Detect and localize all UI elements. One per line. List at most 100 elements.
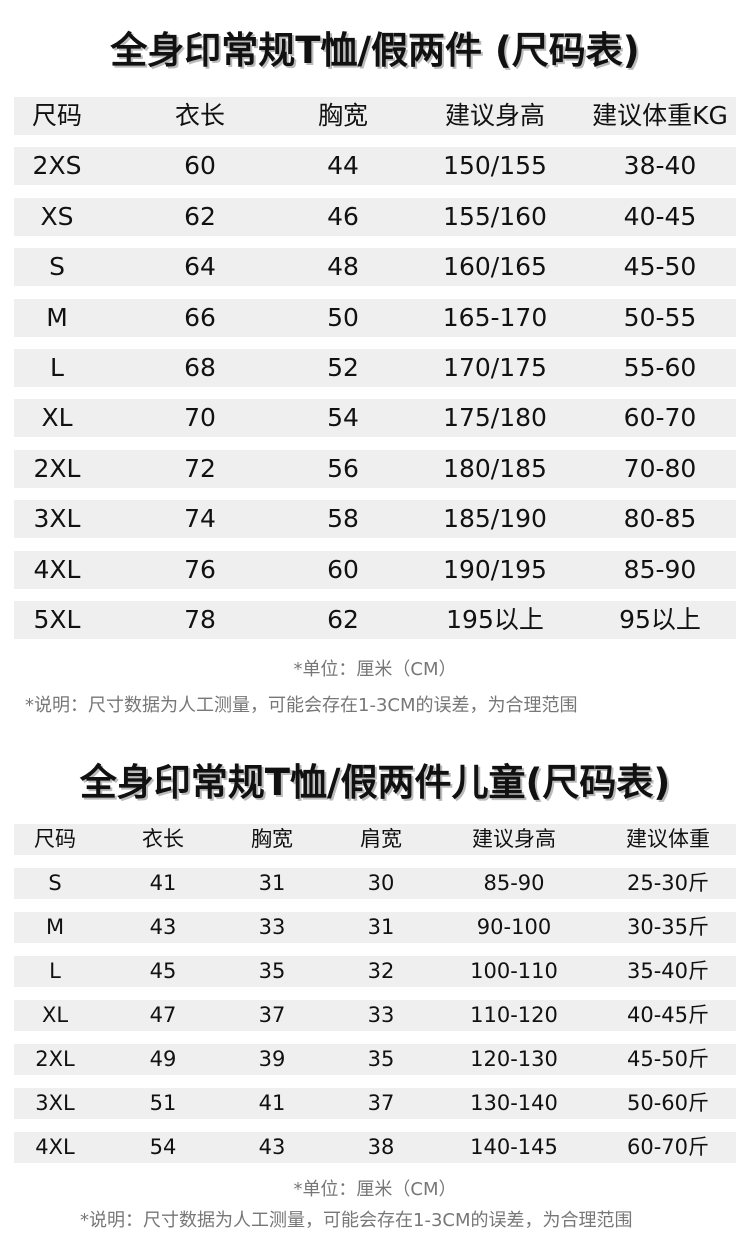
table-header-row: 尺码 衣长 胸宽 肩宽 建议身高 建议体重 [14, 824, 736, 855]
column-header: 建议身高 [472, 827, 556, 851]
table-cell: 190/195 [443, 554, 547, 584]
table-cell: 4XL [35, 1135, 75, 1159]
table-cell: 3XL [35, 1091, 75, 1115]
table-cell: 54 [327, 403, 359, 433]
table-cell: 64 [184, 252, 216, 282]
kids-size-chart-title: 全身印常规T恤/假两件儿童(尺码表) [79, 761, 671, 804]
table-cell: 130-140 [470, 1091, 558, 1115]
table-cell: 2XL [35, 1047, 75, 1071]
table-cell: 51 [149, 1091, 177, 1115]
table-row: L 45 35 32 100-110 35-40斤 [14, 956, 736, 987]
table-row: 4XL 76 60 190/195 85-90 [14, 550, 736, 589]
table-cell: 170/175 [443, 353, 547, 382]
table-cell: 72 [184, 453, 216, 483]
table-cell: 37 [367, 1091, 395, 1115]
table-cell: M [45, 915, 65, 939]
table-row: 2XL 72 56 180/185 70-80 [14, 449, 736, 488]
table-cell: 43 [258, 1135, 286, 1159]
table-cell: 180/185 [443, 453, 547, 483]
table-cell: 45-50 [623, 252, 697, 282]
adult-unit-note: *单位：厘米（CM） [293, 659, 457, 680]
table-row: L 68 52 170/175 55-60 [14, 349, 736, 387]
table-cell: 68 [184, 353, 216, 382]
table-cell: 62 [327, 605, 359, 634]
column-header: 衣长 [174, 101, 226, 130]
table-cell: 80-85 [623, 504, 697, 534]
table-row: 2XL 49 39 35 120-130 45-50斤 [14, 1044, 736, 1075]
table-cell: 54 [149, 1135, 177, 1159]
table-cell: 58 [327, 504, 359, 534]
table-cell: 38-40 [623, 151, 697, 181]
table-cell: 38 [367, 1135, 395, 1159]
table-cell: XL [41, 1003, 69, 1027]
table-cell: 60 [184, 151, 216, 181]
table-cell: 4XL [33, 554, 81, 584]
table-cell: 56 [327, 453, 359, 483]
table-row: XL 70 54 175/180 60-70 [14, 399, 736, 438]
column-header: 衣长 [142, 827, 184, 851]
table-cell: M [46, 302, 68, 332]
table-cell: 31 [258, 871, 286, 895]
table-cell: 110-120 [470, 1003, 558, 1027]
table-cell: 49 [149, 1047, 177, 1071]
kids-measurement-note: *说明：尺寸数据为人工测量，可能会存在1-3CM的误差，为合理范围 [80, 1210, 633, 1231]
table-row: S 64 48 160/165 45-50 [14, 248, 736, 287]
table-row: XL 47 37 33 110-120 40-45斤 [14, 1000, 736, 1031]
table-cell: L [50, 353, 64, 382]
table-cell: 90-100 [476, 915, 552, 939]
table-cell: 140-145 [470, 1135, 558, 1159]
table-cell: 62 [184, 201, 216, 231]
table-cell: 43 [149, 915, 177, 939]
table-cell: 120-130 [470, 1047, 558, 1071]
table-cell: 46 [327, 201, 359, 231]
table-cell: 40-45斤 [626, 1003, 710, 1027]
table-cell: 2XS [32, 151, 82, 181]
table-cell: 100-110 [470, 959, 558, 983]
table-cell: 41 [149, 871, 177, 895]
table-cell: 33 [258, 915, 286, 939]
table-cell: 45-50斤 [626, 1047, 710, 1071]
table-cell: 95以上 [619, 605, 701, 634]
column-header: 尺码 [34, 827, 76, 851]
table-row: S 41 31 30 85-90 25-30斤 [14, 868, 736, 899]
table-cell: 25-30斤 [626, 871, 710, 895]
table-cell: 48 [327, 252, 359, 282]
table-cell: 55-60 [623, 353, 697, 382]
table-cell: 47 [149, 1003, 177, 1027]
table-cell: 32 [367, 959, 395, 983]
table-row: 3XL 51 41 37 130-140 50-60斤 [14, 1088, 736, 1119]
table-cell: 35-40斤 [626, 959, 710, 983]
table-row: 4XL 54 43 38 140-145 60-70斤 [14, 1132, 736, 1163]
table-cell: 150/155 [443, 151, 547, 181]
table-cell: 44 [327, 151, 359, 181]
table-cell: 60 [327, 554, 359, 584]
table-row: 2XS 60 44 150/155 38-40 [14, 147, 736, 186]
table-row: M 66 50 165-170 50-55 [14, 298, 736, 337]
table-cell: S [48, 871, 62, 895]
table-cell: 40-45 [623, 201, 697, 231]
table-cell: 31 [367, 915, 395, 939]
table-cell: 66 [184, 302, 216, 332]
table-cell: 185/190 [443, 504, 547, 534]
table-cell: 35 [367, 1047, 395, 1071]
table-cell: 5XL [33, 605, 81, 634]
table-cell: XS [40, 201, 74, 231]
table-cell: 50-55 [623, 302, 697, 332]
table-cell: 41 [258, 1091, 286, 1115]
column-header: 胸宽 [251, 827, 293, 851]
column-header: 建议体重 [626, 827, 710, 851]
table-cell: 60-70 [623, 403, 697, 433]
table-cell: XL [41, 403, 73, 433]
table-cell: 33 [367, 1003, 395, 1027]
table-cell: 175/180 [443, 403, 547, 433]
table-cell: 3XL [33, 504, 81, 534]
adult-size-chart-title: 全身印常规T恤/假两件 (尺码表) [110, 29, 640, 72]
table-cell: 85-90 [623, 554, 697, 584]
column-header: 肩宽 [360, 827, 402, 851]
table-row: 3XL 74 58 185/190 80-85 [14, 500, 736, 539]
table-row: XS 62 46 155/160 40-45 [14, 197, 736, 236]
table-cell: 155/160 [443, 201, 547, 231]
table-cell: L [49, 959, 61, 983]
table-cell: 50-60斤 [626, 1091, 710, 1115]
kids-unit-note: *单位：厘米（CM） [293, 1179, 457, 1200]
